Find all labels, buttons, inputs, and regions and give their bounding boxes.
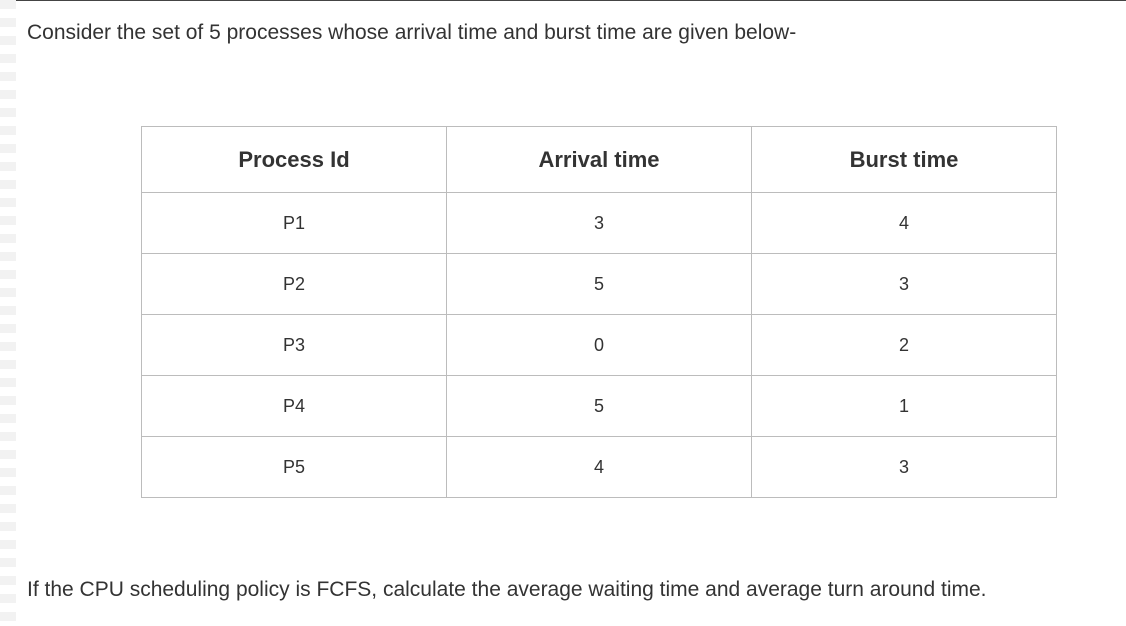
arrival-time-cell: 4 — [446, 436, 752, 498]
header-burst-time: Burst time — [751, 126, 1057, 193]
process-id-cell: P2 — [141, 253, 447, 315]
burst-time-cell: 3 — [751, 253, 1057, 315]
burst-time-cell: 4 — [751, 192, 1057, 254]
process-id-cell: P3 — [141, 314, 447, 376]
table-row: P5 4 3 — [141, 436, 1057, 498]
burst-time-cell: 2 — [751, 314, 1057, 376]
process-id-cell: P4 — [141, 375, 447, 437]
table-row: P4 5 1 — [141, 375, 1057, 437]
header-process-id: Process Id — [141, 126, 447, 193]
arrival-time-cell: 0 — [446, 314, 752, 376]
header-arrival-time: Arrival time — [446, 126, 752, 193]
burst-time-cell: 3 — [751, 436, 1057, 498]
arrival-time-cell: 3 — [446, 192, 752, 254]
table-row: P1 3 4 — [141, 192, 1057, 254]
process-id-cell: P5 — [141, 436, 447, 498]
process-table: Process Id Arrival time Burst time P1 3 … — [141, 126, 1057, 498]
process-id-cell: P1 — [141, 192, 447, 254]
arrival-time-cell: 5 — [446, 253, 752, 315]
table-row: P3 0 2 — [141, 314, 1057, 376]
top-divider — [0, 0, 1126, 1]
arrival-time-cell: 5 — [446, 375, 752, 437]
question-paragraph: If the CPU scheduling policy is FCFS, ca… — [27, 578, 987, 601]
intro-paragraph: Consider the set of 5 processes whose ar… — [27, 21, 797, 44]
table-header-row: Process Id Arrival time Burst time — [141, 126, 1057, 193]
table-row: P2 5 3 — [141, 253, 1057, 315]
left-margin-strip — [0, 0, 16, 626]
burst-time-cell: 1 — [751, 375, 1057, 437]
